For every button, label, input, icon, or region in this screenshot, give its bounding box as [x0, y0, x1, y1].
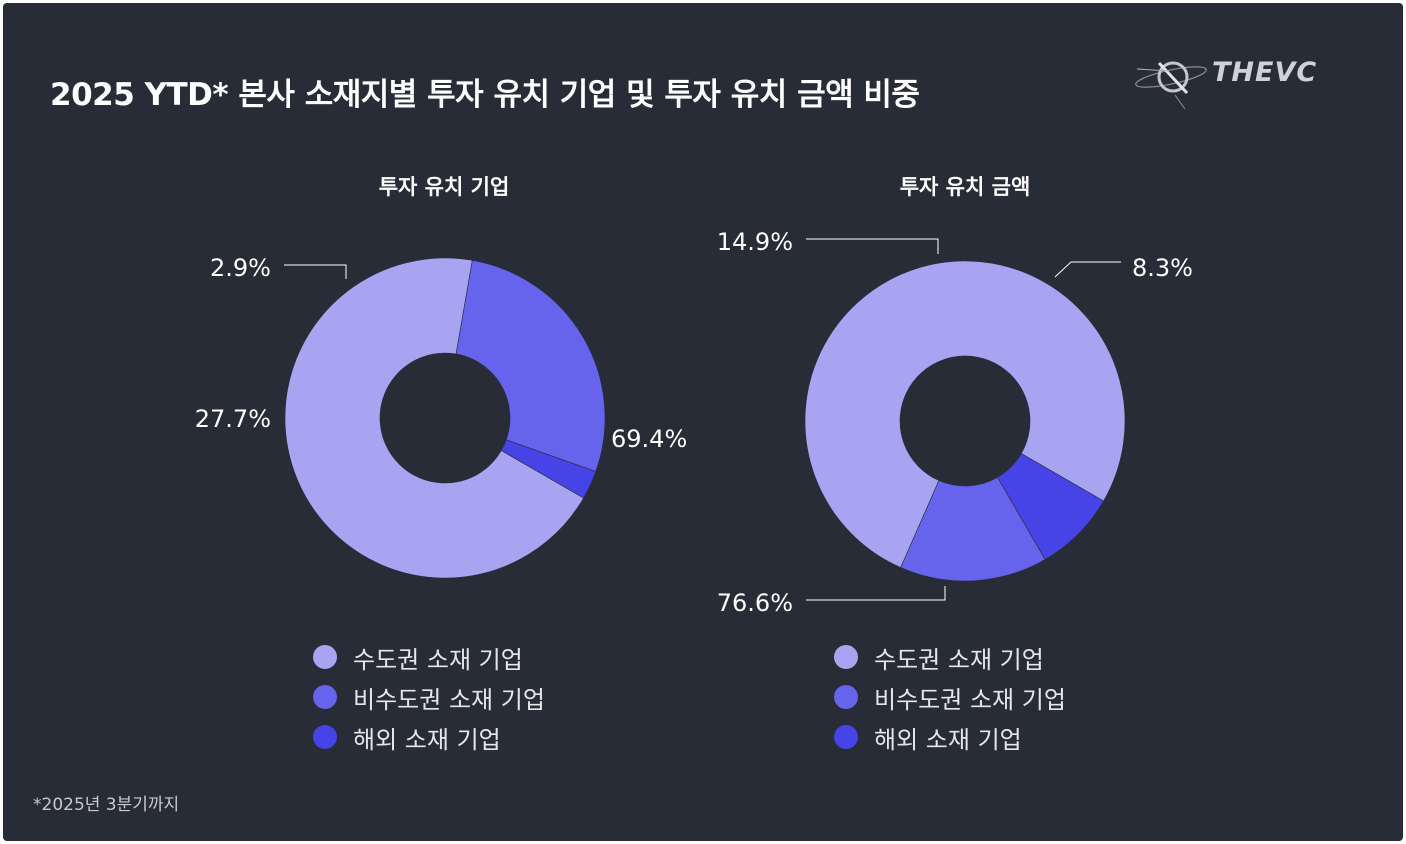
- logo-text: THEVC: [1212, 57, 1318, 88]
- data-label: 14.9%: [717, 228, 793, 256]
- data-label: 2.9%: [210, 254, 271, 282]
- legend-item-capital: 수도권 소재 기업: [313, 637, 545, 677]
- legend-item-non-capital: 비수도권 소재 기업: [834, 677, 1066, 717]
- donut-slice: [804, 260, 1126, 568]
- donut-slice: [900, 476, 1046, 582]
- thevc-logo: THEVC: [1129, 49, 1359, 111]
- legend-swatch: [313, 725, 337, 749]
- donut-slice: [997, 453, 1104, 560]
- orbit-icon: [1135, 61, 1207, 110]
- donut-slice: [284, 257, 584, 579]
- legend-companies: 수도권 소재 기업 비수도권 소재 기업 해외 소재 기업: [313, 637, 545, 757]
- legend-swatch: [834, 725, 858, 749]
- donut-charts: 69.4% 27.7% 2.9% 76.6% 14.9% 8.3%: [195, 228, 1193, 617]
- data-label: 76.6%: [717, 589, 793, 617]
- chart-title-companies: 투자 유치 기업: [378, 175, 510, 199]
- legend-label: 수도권 소재 기업: [874, 645, 1044, 674]
- legend-label: 비수도권 소재 기업: [353, 685, 545, 714]
- donut-slice: [500, 439, 597, 499]
- legend-item-overseas: 해외 소재 기업: [834, 717, 1066, 757]
- legend-label: 해외 소재 기업: [353, 725, 501, 754]
- legend-label: 수도권 소재 기업: [353, 645, 523, 674]
- legend-swatch: [834, 685, 858, 709]
- legend-item-overseas: 해외 소재 기업: [313, 717, 545, 757]
- legend-swatch: [834, 645, 858, 669]
- leader-line: [1054, 261, 1121, 278]
- legend-item-capital: 수도권 소재 기업: [834, 637, 1066, 677]
- page-title: 2025 YTD* 본사 소재지별 투자 유치 기업 및 투자 유치 금액 비중: [50, 77, 920, 113]
- data-label: 8.3%: [1132, 254, 1193, 282]
- legend-swatch: [313, 685, 337, 709]
- data-label: 27.7%: [195, 405, 271, 433]
- legend-label: 해외 소재 기업: [874, 725, 1022, 754]
- footnote: *2025년 3분기까지: [33, 795, 180, 815]
- leader-line: [806, 238, 939, 254]
- chart-card: 2025 YTD* 본사 소재지별 투자 유치 기업 및 투자 유치 금액 비중…: [3, 3, 1403, 841]
- donut-slice: [455, 260, 606, 472]
- legend-label: 비수도권 소재 기업: [874, 685, 1066, 714]
- legend-amount: 수도권 소재 기업 비수도권 소재 기업 해외 소재 기업: [834, 637, 1066, 757]
- data-label: 69.4%: [611, 425, 687, 453]
- leader-line: [284, 264, 347, 279]
- leader-line: [806, 586, 946, 601]
- legend-item-non-capital: 비수도권 소재 기업: [313, 677, 545, 717]
- legend-swatch: [313, 645, 337, 669]
- chart-title-amount: 투자 유치 금액: [899, 175, 1031, 199]
